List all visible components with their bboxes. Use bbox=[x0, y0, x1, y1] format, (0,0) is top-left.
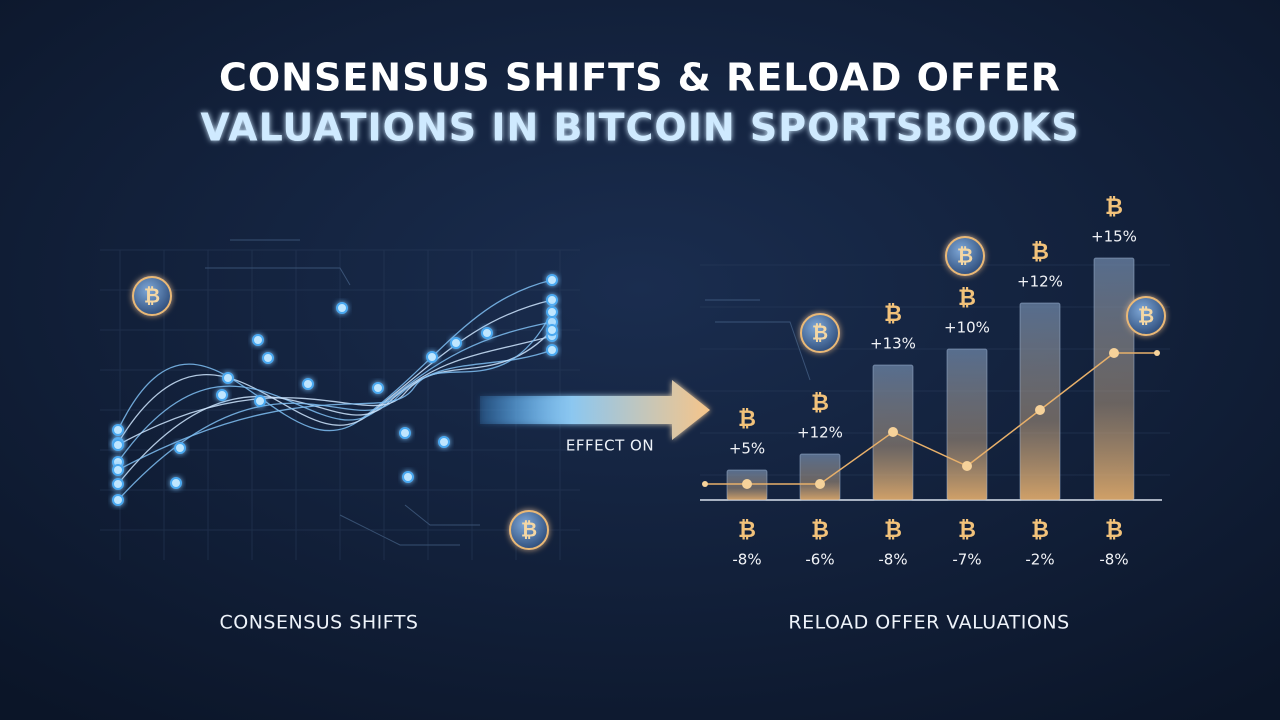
bar bbox=[1019, 302, 1061, 501]
trend-point bbox=[815, 479, 825, 489]
trend-point bbox=[888, 427, 898, 437]
network-node bbox=[546, 274, 558, 286]
bitcoin-coin bbox=[945, 236, 985, 276]
circuit-trace bbox=[339, 514, 460, 546]
network-node bbox=[174, 442, 186, 454]
lower-label: -8% bbox=[732, 551, 761, 569]
upper-label: +13% bbox=[870, 335, 916, 353]
consensus-curve bbox=[117, 299, 553, 444]
lower-label: -8% bbox=[1099, 551, 1128, 569]
lower-label: -8% bbox=[878, 551, 907, 569]
network-node bbox=[112, 424, 124, 436]
bitcoin-symbol: ₿ bbox=[884, 302, 902, 327]
network-node bbox=[546, 344, 558, 356]
bitcoin-symbol: ₿ bbox=[958, 286, 976, 311]
network-node bbox=[336, 302, 348, 314]
arrow-label: EFFECT ON bbox=[566, 437, 654, 455]
bitcoin-symbol: ₿ bbox=[1031, 518, 1049, 543]
consensus-curve bbox=[117, 349, 553, 501]
trend-point bbox=[742, 479, 752, 489]
trend-point bbox=[1109, 348, 1119, 358]
upper-label: +5% bbox=[729, 440, 765, 458]
bitcoin-symbol: ₿ bbox=[811, 391, 829, 416]
bitcoin-coin bbox=[132, 276, 172, 316]
network-node bbox=[262, 352, 274, 364]
upper-label: +12% bbox=[1017, 273, 1063, 291]
bar bbox=[1093, 257, 1135, 501]
consensus-curve bbox=[117, 335, 553, 485]
network-node bbox=[222, 372, 234, 384]
network-node bbox=[372, 382, 384, 394]
upper-label: +10% bbox=[944, 319, 990, 337]
bitcoin-symbol: ₿ bbox=[884, 518, 902, 543]
consensus-curve bbox=[117, 321, 553, 463]
coin-symbol: ₿ bbox=[521, 518, 537, 542]
bitcoin-symbol: ₿ bbox=[738, 518, 756, 543]
trend-point bbox=[1035, 405, 1045, 415]
bitcoin-symbol: ₿ bbox=[738, 407, 756, 432]
trend-point bbox=[1154, 350, 1160, 356]
coin-symbol: ₿ bbox=[957, 244, 973, 268]
effect-arrow bbox=[480, 380, 710, 440]
bitcoin-symbol: ₿ bbox=[1105, 195, 1123, 220]
network-node bbox=[481, 327, 493, 339]
bitcoin-coin bbox=[800, 313, 840, 353]
network-node bbox=[426, 351, 438, 363]
bitcoin-symbol: ₿ bbox=[811, 518, 829, 543]
network-node bbox=[546, 306, 558, 318]
bar bbox=[799, 453, 841, 501]
lower-label: -7% bbox=[952, 551, 981, 569]
reload-chart: ₿ +5% ₿ -8% ₿ +12% ₿ -6% ₿ +13% ₿ -8% ₿ +10% ₿ -7% ₿ +12%… bbox=[700, 195, 1162, 569]
title-line-1: CONSENSUS SHIFTS & RELOAD OFFER bbox=[219, 56, 1061, 100]
network-node bbox=[216, 389, 228, 401]
left-panel-label: CONSENSUS SHIFTS bbox=[220, 612, 419, 634]
upper-label: +15% bbox=[1091, 228, 1137, 246]
network-node bbox=[112, 494, 124, 506]
circuit-trace bbox=[715, 321, 811, 381]
right-panel-label: RELOAD OFFER VALUATIONS bbox=[788, 612, 1069, 634]
lower-label: -6% bbox=[805, 551, 834, 569]
upper-label: +12% bbox=[797, 424, 843, 442]
bitcoin-coin bbox=[509, 510, 549, 550]
trend-line bbox=[705, 352, 1157, 485]
coin-symbol: ₿ bbox=[144, 284, 160, 308]
network-node bbox=[112, 464, 124, 476]
title-line-2: VALUATIONS IN BITCOIN SPORTSBOOKS bbox=[200, 106, 1079, 150]
consensus-curve bbox=[117, 311, 553, 471]
coin-symbol: ₿ bbox=[1138, 304, 1154, 328]
network-node bbox=[546, 294, 558, 306]
network-node bbox=[112, 478, 124, 490]
network-node bbox=[170, 477, 182, 489]
bar bbox=[946, 348, 988, 501]
circuit-trace bbox=[205, 267, 351, 286]
network-node bbox=[546, 324, 558, 336]
bitcoin-coin bbox=[1126, 296, 1166, 336]
trend-point bbox=[962, 461, 972, 471]
bitcoin-symbol: ₿ bbox=[958, 518, 976, 543]
circuit-trace bbox=[404, 504, 480, 526]
network-node bbox=[450, 337, 462, 349]
coin-symbol: ₿ bbox=[812, 321, 828, 345]
lower-label: -2% bbox=[1025, 551, 1054, 569]
network-node bbox=[402, 471, 414, 483]
bitcoin-symbol: ₿ bbox=[1105, 518, 1123, 543]
network-node bbox=[252, 334, 264, 346]
network-node bbox=[112, 439, 124, 451]
consensus-curve bbox=[117, 279, 553, 432]
network-node bbox=[254, 395, 266, 407]
network-node bbox=[399, 427, 411, 439]
bitcoin-symbol: ₿ bbox=[1031, 240, 1049, 265]
trend-point bbox=[702, 481, 708, 487]
network-node bbox=[438, 436, 450, 448]
consensus-network bbox=[112, 274, 558, 506]
network-node bbox=[302, 378, 314, 390]
